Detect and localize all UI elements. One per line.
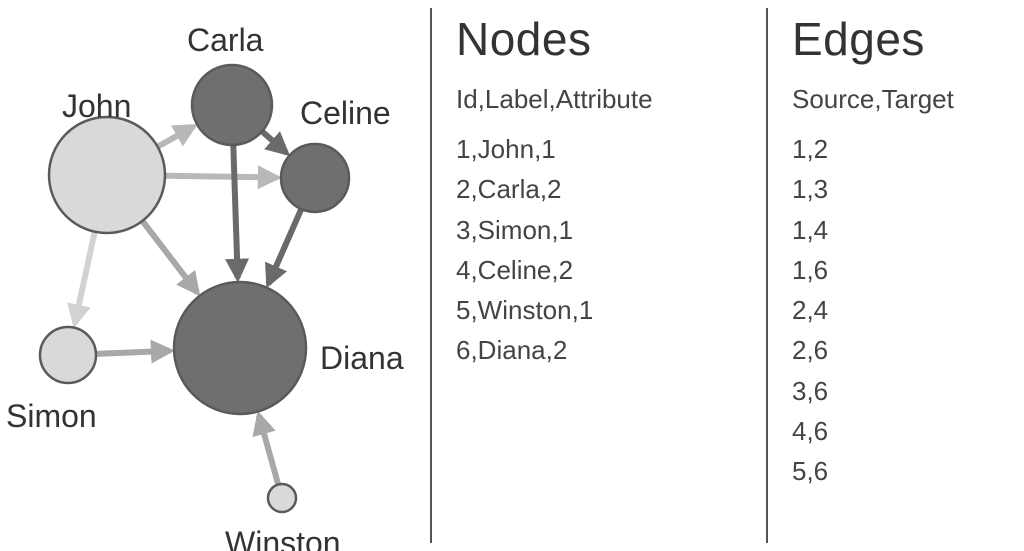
edge-4-6 <box>268 209 301 284</box>
edges-row: 1,3 <box>792 169 1024 209</box>
edges-row: 1,6 <box>792 250 1024 290</box>
edge-1-4 <box>165 176 277 178</box>
node-label-winston: Winston <box>225 525 341 551</box>
node-celine <box>281 144 349 212</box>
edges-row: 3,6 <box>792 371 1024 411</box>
nodes-column: Nodes Id,Label,Attribute 1,John,12,Carla… <box>430 8 766 543</box>
edges-row: 1,4 <box>792 210 1024 250</box>
edges-row: 5,6 <box>792 451 1024 491</box>
edge-2-4 <box>262 131 287 153</box>
nodes-row: 3,Simon,1 <box>456 210 746 250</box>
edge-5-6 <box>259 415 278 484</box>
edges-header: Source,Target <box>792 84 1024 115</box>
edge-2-6 <box>233 145 237 278</box>
network-graph: John Carla Simon Celine Winston Diana <box>0 0 430 551</box>
node-john <box>49 117 165 233</box>
edges-row: 4,6 <box>792 411 1024 451</box>
nodes-title: Nodes <box>456 12 746 66</box>
node-label-carla: Carla <box>187 22 263 59</box>
edge-3-6 <box>96 351 170 354</box>
graph-svg <box>0 0 430 551</box>
node-label-john: John <box>62 88 131 125</box>
nodes-rows: 1,John,12,Carla,23,Simon,14,Celine,25,Wi… <box>456 129 746 371</box>
nodes-row: 6,Diana,2 <box>456 330 746 370</box>
edge-1-3 <box>75 232 95 324</box>
nodes-row: 4,Celine,2 <box>456 250 746 290</box>
node-simon <box>40 327 96 383</box>
node-label-diana: Diana <box>320 340 404 377</box>
edges-column: Edges Source,Target 1,21,31,41,62,42,63,… <box>766 8 1024 543</box>
edge-1-6 <box>142 221 197 293</box>
edges-row: 2,4 <box>792 290 1024 330</box>
node-carla <box>192 65 272 145</box>
edge-1-2 <box>158 127 194 147</box>
nodes-row: 1,John,1 <box>456 129 746 169</box>
edges-rows: 1,21,31,41,62,42,63,64,65,6 <box>792 129 1024 492</box>
figure-container: John Carla Simon Celine Winston Diana Nodes I… <box>0 0 1024 551</box>
edges-title: Edges <box>792 12 1024 66</box>
edges-row: 2,6 <box>792 330 1024 370</box>
node-winston <box>268 484 296 512</box>
nodes-header: Id,Label,Attribute <box>456 84 746 115</box>
node-label-celine: Celine <box>300 95 391 132</box>
nodes-row: 2,Carla,2 <box>456 169 746 209</box>
edges-row: 1,2 <box>792 129 1024 169</box>
node-diana <box>174 282 306 414</box>
nodes-row: 5,Winston,1 <box>456 290 746 330</box>
node-label-simon: Simon <box>6 398 97 435</box>
